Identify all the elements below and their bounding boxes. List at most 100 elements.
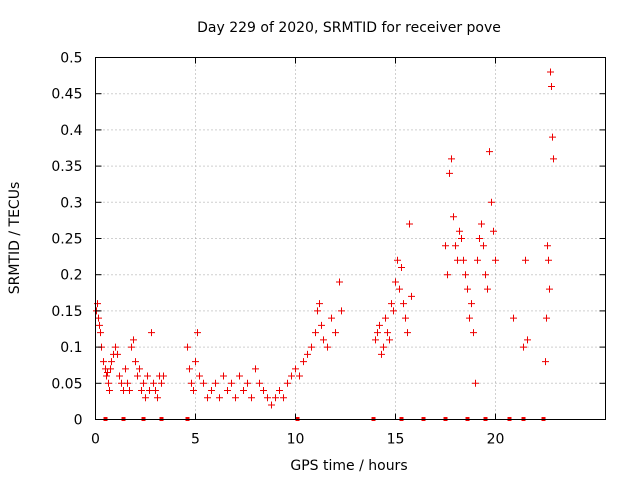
data-point — [452, 242, 459, 250]
data-point — [396, 285, 403, 293]
x-tick-label: 0 — [91, 432, 100, 448]
data-point — [376, 321, 383, 329]
chart-title: Day 229 of 2020, SRMTID for receiver pov… — [197, 20, 501, 36]
data-point — [105, 379, 112, 387]
x-tick-label: 5 — [191, 432, 200, 448]
data-point — [372, 336, 379, 344]
data-point — [464, 285, 471, 293]
data-point — [236, 372, 243, 380]
data-point — [392, 278, 399, 286]
data-point — [148, 329, 155, 337]
data-point — [154, 394, 161, 402]
data-point — [240, 387, 247, 395]
data-point — [336, 278, 343, 286]
data-point — [520, 343, 527, 351]
data-point — [550, 155, 557, 163]
data-point — [460, 256, 467, 264]
data-point — [394, 256, 401, 264]
y-tick-label: 0.1 — [60, 340, 82, 356]
data-point — [220, 372, 227, 380]
data-point — [546, 285, 553, 293]
data-point — [284, 379, 291, 387]
y-tick-label: 0.4 — [60, 123, 82, 139]
data-point — [216, 394, 223, 402]
data-point — [208, 387, 215, 395]
data-point — [545, 256, 552, 264]
data-point — [138, 387, 145, 395]
x-axis-title: GPS time / hours — [290, 458, 407, 474]
data-point — [308, 343, 315, 351]
data-point — [184, 343, 191, 351]
data-point — [272, 394, 279, 402]
data-point — [312, 329, 319, 337]
data-point — [486, 148, 493, 156]
data-point — [152, 387, 159, 395]
data-point — [316, 300, 323, 308]
data-point — [192, 358, 199, 366]
data-point — [95, 314, 102, 322]
data-point — [470, 329, 477, 337]
data-point — [160, 372, 167, 380]
data-point — [103, 372, 110, 380]
data-point — [476, 235, 483, 242]
data-point — [482, 271, 489, 279]
data-point — [458, 235, 465, 242]
data-point — [478, 220, 485, 228]
y-tick-label: 0 — [74, 413, 83, 429]
data-point — [388, 300, 395, 308]
data-point — [338, 307, 345, 315]
data-point — [522, 256, 529, 264]
data-point — [150, 379, 157, 387]
data-point — [112, 343, 119, 351]
data-point — [544, 242, 551, 250]
data-point — [444, 271, 451, 279]
y-axis-title: SRMTID / TECUs — [7, 182, 23, 295]
data-point — [96, 321, 103, 329]
data-point — [304, 350, 311, 358]
data-point — [158, 379, 165, 387]
data-point — [472, 379, 479, 387]
data-point — [132, 358, 139, 366]
grid-lines — [95, 57, 606, 420]
data-point — [468, 300, 475, 308]
data-point — [188, 379, 195, 387]
y-tick-label: 0.45 — [51, 87, 82, 103]
data-point — [548, 82, 555, 90]
data-point — [542, 358, 549, 366]
data-point — [120, 387, 127, 395]
data-point — [524, 336, 531, 344]
data-point — [116, 372, 123, 380]
data-point — [314, 307, 321, 315]
data-point — [492, 256, 499, 264]
data-point — [252, 365, 259, 373]
data-point — [136, 365, 143, 373]
data-point — [228, 379, 235, 387]
data-point — [144, 372, 151, 380]
data-point — [196, 372, 203, 380]
data-point — [97, 329, 104, 337]
data-point — [128, 343, 135, 351]
data-point — [398, 263, 405, 271]
data-point — [260, 387, 267, 395]
y-tick-label: 0.05 — [51, 376, 82, 392]
data-point — [140, 379, 147, 387]
data-point — [484, 285, 491, 293]
data-point — [402, 314, 409, 322]
data-point — [332, 329, 339, 337]
y-tick-label: 0.5 — [60, 51, 82, 67]
data-point — [194, 329, 201, 337]
data-point — [134, 372, 141, 380]
data-point — [224, 387, 231, 395]
data-point — [450, 213, 457, 221]
data-point — [106, 387, 113, 395]
data-point — [130, 336, 137, 344]
data-point — [186, 365, 193, 373]
data-point — [280, 394, 287, 402]
data-point — [480, 242, 487, 250]
data-point — [466, 314, 473, 322]
data-point — [204, 394, 211, 402]
data-point — [474, 256, 481, 264]
data-point — [490, 227, 497, 235]
data-points — [93, 68, 557, 409]
